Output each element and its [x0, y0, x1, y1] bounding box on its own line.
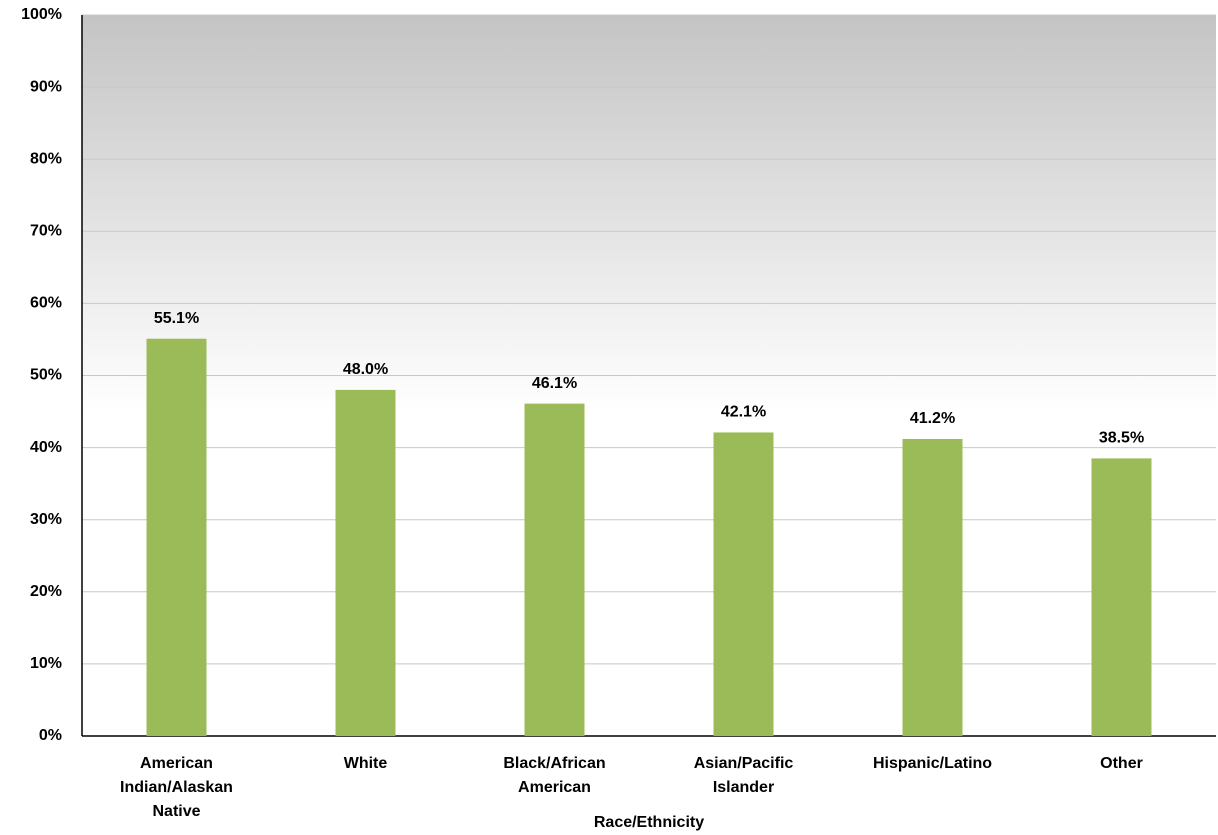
x-tick-label: Asian/Pacific Islander: [693, 755, 794, 796]
data-label: 42.1%: [721, 404, 766, 421]
x-tick-label: Black/African American: [503, 755, 606, 796]
x-tick-label-box: Other: [1100, 755, 1143, 772]
y-tick-label: 100%: [21, 6, 62, 23]
y-tick-label: 0%: [39, 727, 62, 744]
y-tick-label: 40%: [30, 439, 62, 456]
x-tick-label: Other: [1100, 755, 1143, 772]
x-tick-label: American Indian/Alaskan Native: [120, 755, 233, 820]
data-label: 41.2%: [910, 410, 955, 427]
y-tick-label: 90%: [30, 78, 62, 95]
data-label: 55.1%: [154, 310, 199, 327]
x-axis-title: Race/Ethnicity: [594, 814, 704, 831]
x-tick-label-box: Asian/Pacific Islander: [693, 755, 794, 796]
y-tick-label: 80%: [30, 150, 62, 167]
bar: [146, 338, 207, 736]
x-tick-label-box: Hispanic/Latino: [872, 755, 993, 772]
y-tick-label: 10%: [30, 655, 62, 672]
bar: [902, 438, 963, 736]
bar: [335, 389, 396, 736]
x-tick-label: White: [343, 755, 388, 772]
y-tick-label: 20%: [30, 583, 62, 600]
data-label: 48.0%: [343, 361, 388, 378]
bar: [1091, 458, 1152, 736]
data-label: 46.1%: [532, 375, 577, 392]
y-tick-label: 30%: [30, 511, 62, 528]
x-tick-label-box: American Indian/Alaskan Native: [120, 755, 233, 820]
bar: [524, 403, 585, 736]
y-tick-label: 70%: [30, 223, 62, 240]
y-tick-label: 60%: [30, 295, 62, 312]
y-tick-label: 50%: [30, 367, 62, 384]
bar: [713, 432, 774, 736]
x-tick-label: Hispanic/Latino: [872, 755, 993, 772]
data-label: 38.5%: [1099, 430, 1144, 447]
x-tick-label-box: White: [343, 755, 388, 772]
x-tick-label-box: Black/African American: [503, 755, 606, 796]
